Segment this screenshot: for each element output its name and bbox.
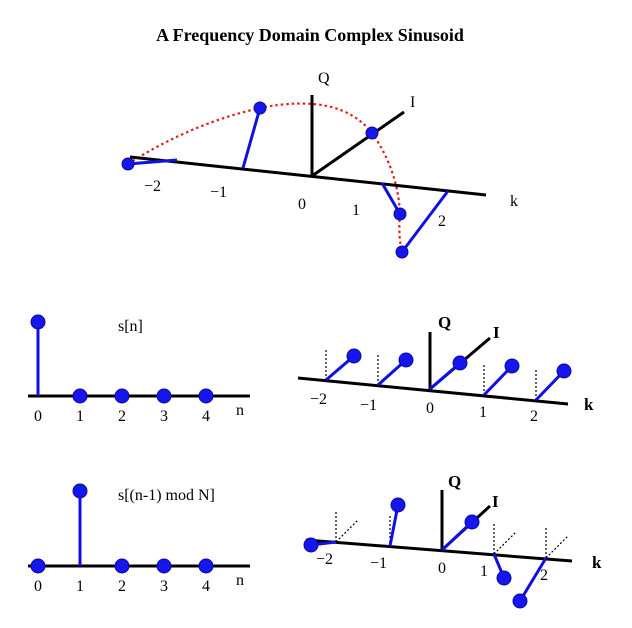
s-dot-n3 xyxy=(156,388,172,404)
helix-curve xyxy=(127,102,404,253)
spec-shift-dot xyxy=(303,537,319,553)
shift-dot-n4 xyxy=(198,558,214,574)
shift-tick-label: 2 xyxy=(118,578,126,595)
spec-s-tick-label: 1 xyxy=(479,404,487,421)
spec-s-k-axis xyxy=(297,376,569,406)
spec-shift-dot xyxy=(512,593,528,609)
shift-tick-label: 4 xyxy=(202,578,210,595)
s-signal-label: s[n] xyxy=(118,318,143,335)
shift-dot-n0 xyxy=(30,558,46,574)
spec-shift-tick-label: −2 xyxy=(316,551,333,568)
spec-s-k-label: k xyxy=(584,395,594,414)
top-tick-label: 2 xyxy=(438,213,446,230)
s-tick-label: 4 xyxy=(202,408,210,425)
top-q-label: Q xyxy=(318,70,330,87)
s-tick-label: 0 xyxy=(34,408,42,425)
top-dot-k-1 xyxy=(253,101,267,115)
spec-s-tick-label: 2 xyxy=(530,408,538,425)
top-dot-k0 xyxy=(365,126,379,140)
spec-shift-guide xyxy=(335,519,359,543)
top-dot-k-2 xyxy=(121,157,135,171)
shift-tick-label: 3 xyxy=(160,578,168,595)
spec-shift-tick-label: 1 xyxy=(480,563,488,580)
spec-shift-guide xyxy=(493,531,517,555)
top-i-axis xyxy=(311,110,405,178)
s-n-label: n xyxy=(236,402,244,419)
spec-s-dot xyxy=(556,363,572,379)
s-tick-label: 2 xyxy=(118,408,126,425)
spectrum-shifted-panel: Q I k −2 −1 0 1 2 xyxy=(303,472,602,609)
top-dot-k2 xyxy=(395,245,409,259)
shift-tick-label: 0 xyxy=(34,578,42,595)
top-tick-label: −1 xyxy=(210,184,227,201)
spec-s-i-label: I xyxy=(493,323,500,342)
spec-shift-dot xyxy=(496,570,512,586)
figure-title: A Frequency Domain Complex Sinusoid xyxy=(156,25,464,45)
spec-s-tick-label: 0 xyxy=(426,400,434,417)
top-dot-k1 xyxy=(393,207,407,221)
shift-dot-n2 xyxy=(114,558,130,574)
top-k-axis xyxy=(129,155,487,197)
s-dot-n2 xyxy=(114,388,130,404)
spec-s-tick-label: −1 xyxy=(360,397,377,414)
spec-shift-k-axis xyxy=(305,538,573,563)
spec-shift-dot xyxy=(390,497,406,513)
s-dot-n1 xyxy=(72,388,88,404)
top-tick-label: 0 xyxy=(298,196,306,213)
spec-shift-guide xyxy=(545,535,569,559)
top-stem-k2 xyxy=(400,190,450,253)
spec-s-q-label: Q xyxy=(438,313,451,332)
s-tick-label: 1 xyxy=(76,408,84,425)
spec-shift-q-label: Q xyxy=(448,472,461,491)
spec-shift-i-label: I xyxy=(492,492,499,511)
spec-s-tick-label: −2 xyxy=(310,391,327,408)
spec-s-dot xyxy=(346,348,362,364)
shift-dot-n3 xyxy=(156,558,172,574)
spec-shift-tick-label: −1 xyxy=(370,555,387,572)
spec-shift-k-label: k xyxy=(592,553,602,572)
shift-tick-label: 1 xyxy=(76,578,84,595)
spectrum-s-panel: Q I k −2 −1 0 1 2 xyxy=(297,313,594,425)
signal-shifted-panel: s[(n-1) mod N] n 0 1 2 3 4 xyxy=(28,483,250,595)
spec-shift-tick-label: 2 xyxy=(540,567,548,584)
spec-s-dot xyxy=(398,352,414,368)
s-dot-n0 xyxy=(30,314,46,330)
top-k-label: k xyxy=(510,193,518,210)
signal-s-panel: s[n] n 0 1 2 3 4 xyxy=(28,314,250,425)
shift-signal-label: s[(n-1) mod N] xyxy=(118,487,215,504)
top-tick-label: 1 xyxy=(352,202,360,219)
shift-n-label: n xyxy=(236,572,244,589)
top-stem-k-2 xyxy=(127,158,178,166)
top-panel: Q I k −2 −1 0 1 2 xyxy=(121,70,518,259)
spec-shift-dot xyxy=(464,514,480,530)
top-stem-k-1 xyxy=(241,107,262,169)
top-i-label: I xyxy=(410,94,415,111)
s-tick-label: 3 xyxy=(160,408,168,425)
spec-s-dot xyxy=(452,355,468,371)
spec-shift-stem xyxy=(518,557,548,602)
spec-s-dot xyxy=(504,358,520,374)
s-dot-n4 xyxy=(198,388,214,404)
spec-shift-tick-label: 0 xyxy=(438,560,446,577)
top-tick-label: −2 xyxy=(144,178,161,195)
shift-dot-n1 xyxy=(72,483,88,499)
